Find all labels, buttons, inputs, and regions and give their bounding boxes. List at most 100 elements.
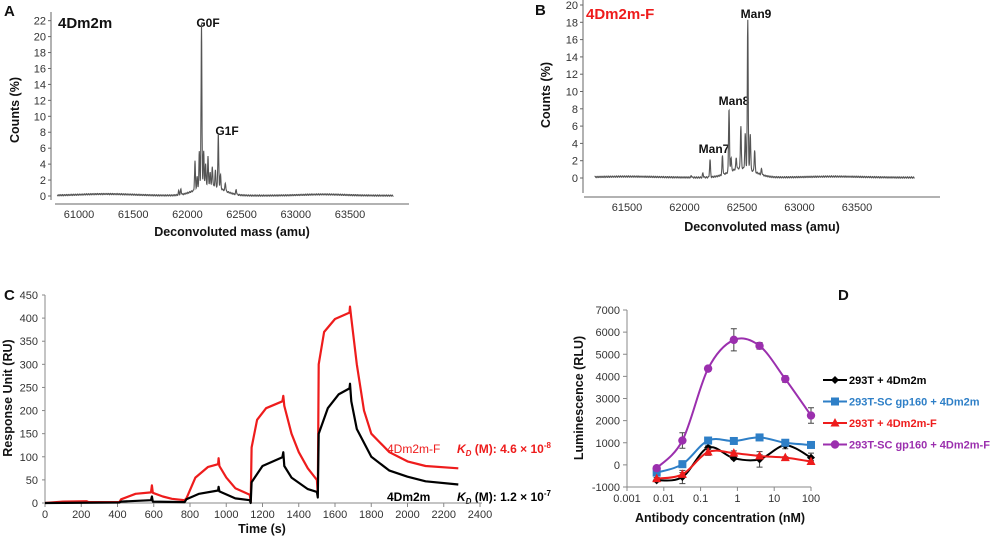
chart-a-y-tick-label: 22 [34,16,46,28]
chart-d-x-tick-label: 1 [734,493,740,505]
chart-d-marker-triangle [703,447,713,456]
chart-d-marker-square [704,436,713,445]
chart-d-marker-square [652,468,661,477]
chart-d-marker-square [678,460,687,469]
chart-d-y-tick-label: -1000 [592,482,620,494]
panel-label-d: D [838,287,849,304]
chart-b-xlabel: Deconvoluted mass (amu) [684,220,840,234]
chart-d-legend-item: 293T-SC gp160 + 4Dm2m-F [823,440,990,452]
chart-a-y-tick-label: 6 [40,143,46,155]
panel-label-b: B [535,2,546,19]
chart-c-x-tick-label: 1200 [250,509,274,521]
chart-b-y-tick-label: 0 [572,173,578,185]
chart-d-marker-square [729,436,738,445]
chart-d-ylabel: Luminescence (RLU) [572,336,586,460]
chart-d-legend-circle-icon [830,440,840,449]
chart-c-y-tick-label: 0 [32,498,38,510]
chart-a-annotation-g1f: G1F [215,124,238,138]
chart-c-x-tick-label: 800 [181,509,199,521]
chart-d-xlabel: Antibody concentration (nM) [635,511,805,525]
chart-b-spectrum-line [594,19,915,179]
chart-a-y-tick-label: 10 [34,111,46,123]
chart-d-legend-square-icon [831,397,839,406]
chart-b-y-tick-label: 4 [572,138,578,150]
chart-c-spr-sensorgram: Time (s) Response Unit (RU) 4Dm2m-F KD (… [1,290,551,536]
chart-c-y-tick-label: 350 [20,336,38,348]
chart-c-x-tick-label: 200 [72,509,90,521]
chart-c-x-tick-label: 2000 [395,509,419,521]
chart-c-y-tick-label: 150 [20,429,38,441]
chart-b-mass-spectrum: 4Dm2m-F Deconvoluted mass (amu) Counts (… [539,0,940,234]
chart-d-marker-square [781,438,790,447]
chart-c-x-tick-label: 0 [42,509,48,521]
chart-b-x-tick-label: 62500 [727,202,758,214]
chart-c-series-label-4dm2m-f: 4Dm2m-F [387,442,440,456]
chart-d-y-tick-label: 1000 [596,438,620,450]
chart-b-x-tick-label: 61500 [612,202,643,214]
chart-a-spectrum-line [56,23,394,197]
chart-d-x-tick-label: 10 [768,493,780,505]
chart-a-x-tick-label: 62000 [172,209,203,221]
chart-b-y-tick-label: 2 [572,156,578,168]
chart-a-x-tick-label: 62500 [226,209,257,221]
chart-a-y-tick-label: 18 [34,48,46,60]
chart-d-marker-circle [678,436,687,445]
chart-c-series-line-0 [44,305,459,505]
chart-d-legend-label: 293T + 4Dm2m [849,375,927,387]
chart-c-ylabel: Response Unit (RU) [1,339,15,456]
chart-d-marker-square [807,440,815,449]
chart-a-xlabel: Deconvoluted mass (amu) [154,225,310,239]
chart-a-mass-spectrum: 4Dm2m Deconvoluted mass (amu) Counts (%)… [8,12,409,239]
chart-b-annotation-man7: Man7 [699,142,730,156]
chart-c-series-line-1 [44,382,459,505]
chart-d-legend-item: 293T-SC gp160 + 4Dm2m [823,397,980,409]
chart-d-marker-circle [652,463,661,473]
chart-b-y-tick-label: 8 [572,104,578,116]
chart-d-marker-triangle [729,448,739,457]
chart-a-x-tick-label: 61000 [64,209,95,221]
chart-b-y-tick-label: 16 [566,35,578,47]
chart-a-inset-label: 4Dm2m [58,15,112,32]
chart-d-x-tick-label: 0.001 [613,493,641,505]
chart-b-ylabel: Counts (%) [539,62,553,128]
chart-a-annotation-g0f: G0F [196,16,219,30]
chart-b-y-tick-label: 12 [566,69,578,81]
chart-b-y-tick-label: 14 [566,52,578,64]
chart-b-annotation-man8: Man8 [719,94,750,108]
chart-c-kd-4dm2m-f: KD (M): 4.6 × 10-8 [457,441,551,458]
chart-d-marker-square [755,433,764,442]
chart-d-y-tick-label: 4000 [596,371,620,383]
chart-d-legend-diamond-icon [831,376,839,384]
chart-c-series-label-4dm2m: 4Dm2m [387,490,430,504]
chart-b-y-tick-label: 10 [566,87,578,99]
chart-c-y-tick-label: 400 [20,313,38,325]
chart-d-marker-circle [729,335,739,345]
chart-a-x-tick-label: 61500 [118,209,149,221]
chart-d-y-tick-label: 3000 [596,394,620,406]
chart-a-x-tick-label: 63500 [335,209,366,221]
chart-d-marker-circle [703,364,713,373]
chart-b-inset-label: 4Dm2m-F [586,6,654,23]
chart-a-ylabel: Counts (%) [8,77,22,143]
chart-d-marker-triangle [652,473,662,483]
chart-c-y-tick-label: 450 [20,290,38,302]
chart-d-y-tick-label: 6000 [596,327,620,339]
chart-d-marker-triangle [677,469,687,478]
chart-a-y-tick-label: 0 [40,191,46,203]
chart-d-legend-label: 293T + 4Dm2m-F [849,418,937,430]
chart-d-marker-triangle [780,452,790,462]
chart-b-y-tick-label: 6 [572,121,578,133]
chart-d-y-tick-label: 7000 [596,305,620,317]
chart-a-y-tick-label: 14 [34,79,46,91]
chart-a-y-tick-label: 8 [40,127,46,139]
chart-d-luminescence: Antibody concentration (nM) Luminescence… [572,305,990,525]
chart-d-legend-triangle-icon [830,418,840,427]
chart-b-x-tick-label: 63000 [784,202,815,214]
chart-b-y-tick-label: 18 [566,17,578,29]
chart-d-x-tick-label: 100 [802,493,820,505]
chart-c-x-tick-label: 1400 [287,509,311,521]
chart-d-marker-circle [806,411,816,420]
panel-label-a: A [4,3,15,20]
chart-a-y-tick-label: 12 [34,95,46,107]
